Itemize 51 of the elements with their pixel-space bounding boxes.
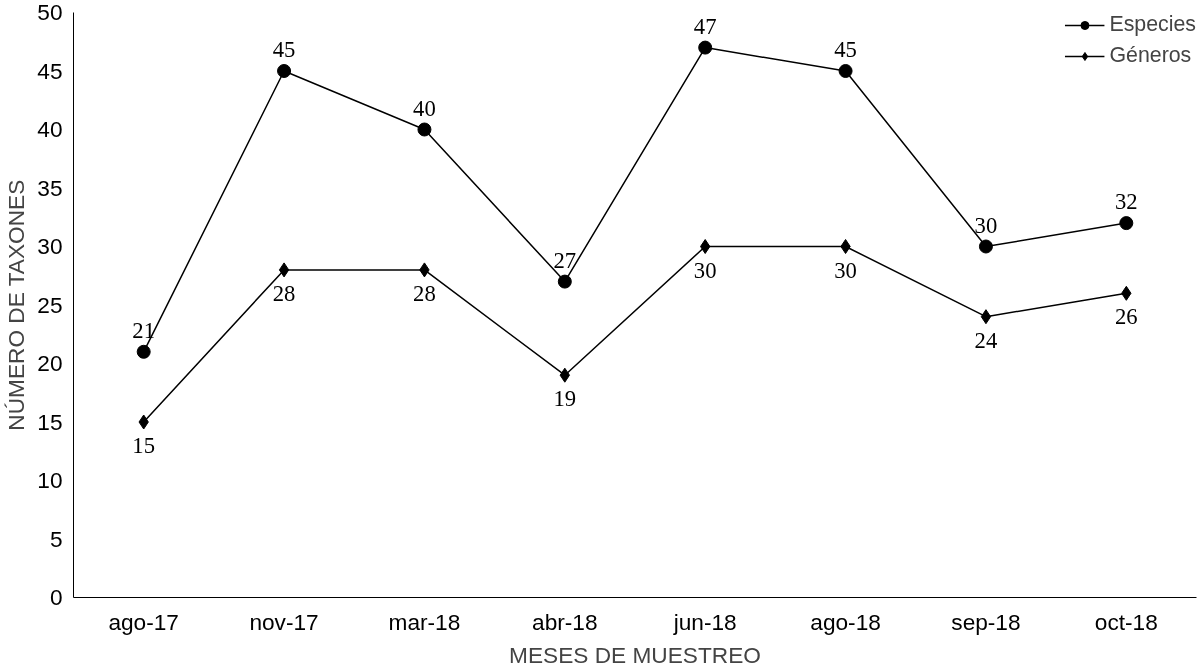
- y-tick-label: 45: [37, 57, 63, 84]
- x-tick-label: jun-18: [672, 608, 737, 635]
- point: [557, 274, 572, 289]
- x-tick-label: sep-18: [951, 608, 1021, 635]
- data-label: 40: [413, 95, 436, 121]
- data-label: 47: [693, 13, 717, 39]
- data-label: 32: [1114, 189, 1138, 215]
- point: [1119, 216, 1134, 231]
- data-label: 19: [553, 386, 577, 412]
- x-tick-label: mar-18: [388, 608, 461, 635]
- y-axis-title: NÚMERO DE TAXONES: [3, 179, 30, 431]
- legend-label: Géneros: [1109, 43, 1192, 68]
- point: [978, 239, 993, 254]
- y-tick-label: 35: [37, 174, 63, 201]
- y-tick-label: 5: [49, 525, 63, 552]
- data-label: 24: [974, 327, 998, 353]
- data-label: 28: [272, 280, 296, 306]
- data-label: 45: [834, 37, 857, 62]
- y-tick-label: 20: [37, 350, 63, 376]
- y-tick-label: 40: [37, 116, 63, 142]
- y-tick-label: 25: [37, 291, 63, 318]
- data-label: 27: [553, 247, 577, 273]
- x-axis-title: MESES DE MUESTREO: [509, 641, 761, 668]
- y-tick-label: 30: [37, 233, 63, 259]
- data-label: 30: [693, 257, 717, 283]
- data-label: 26: [1114, 304, 1138, 330]
- data-label: 15: [132, 433, 156, 458]
- point: [278, 262, 290, 278]
- x-tick-label: oct-18: [1094, 608, 1158, 635]
- x-tick-label: nov-17: [249, 608, 319, 635]
- data-label: 30: [974, 212, 998, 238]
- y-tick-label: 15: [37, 408, 63, 435]
- point: [277, 64, 292, 78]
- data-label: 28: [413, 280, 436, 306]
- y-tick-label: 0: [49, 584, 63, 610]
- point: [840, 239, 851, 254]
- x-tick-label: ago-17: [108, 608, 179, 635]
- point: [838, 64, 853, 78]
- y-tick-label: 10: [37, 467, 63, 493]
- y-tick-label: 50: [37, 0, 63, 25]
- data-label: 21: [132, 317, 156, 343]
- data-label: 30: [834, 257, 857, 283]
- point: [700, 239, 711, 254]
- x-tick-label: abr-18: [532, 608, 598, 635]
- point: [698, 40, 713, 55]
- data-label: 45: [272, 37, 296, 62]
- x-tick-label: ago-18: [810, 608, 881, 635]
- legend-label: Especies: [1109, 12, 1196, 37]
- point: [136, 344, 151, 359]
- point: [980, 309, 992, 325]
- point: [417, 122, 432, 137]
